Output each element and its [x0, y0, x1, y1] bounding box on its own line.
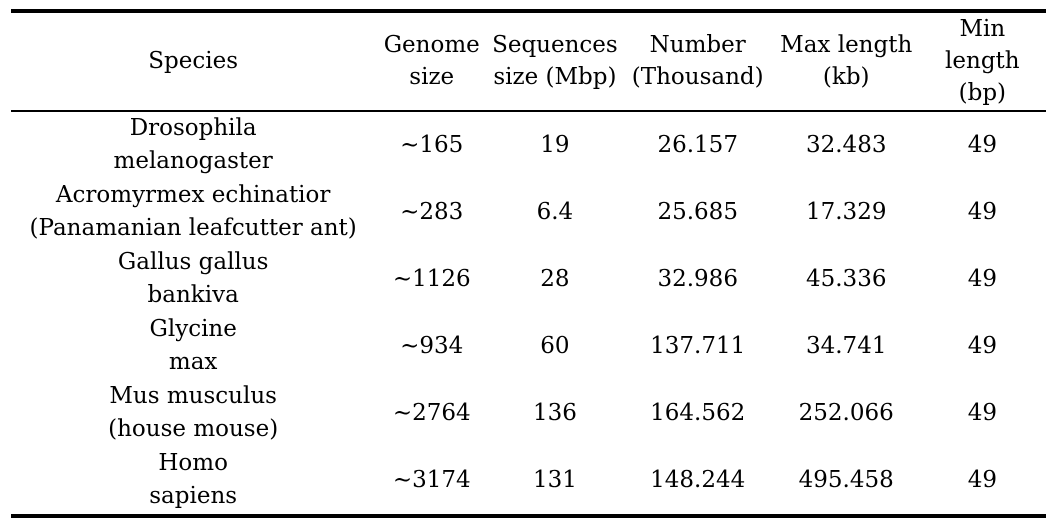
header-line: Species — [148, 48, 239, 75]
species-cell: Gallus gallus bankiva — [11, 246, 375, 313]
header-line: (kb) — [822, 64, 870, 91]
min-length-cell: 49 — [967, 131, 997, 158]
number-thousand-cell: 25.685 — [657, 198, 738, 225]
species-cell: Glycine max — [11, 313, 375, 380]
col-header-min-length: Min length (bp) — [918, 11, 1046, 112]
species-cell: Mus musculus (house mouse) — [11, 380, 375, 447]
genome-size-cell: ∼3174 — [392, 466, 471, 493]
genome-size-cell: ∼283 — [400, 198, 464, 225]
header-line: Sequences — [492, 32, 618, 59]
max-length-cell: 17.329 — [805, 198, 887, 225]
species-cell: Drosophila melanogaster — [11, 111, 375, 179]
species-cell: Acromyrmex echinatior (Panamanian leafcu… — [11, 179, 375, 246]
species-name-line: Mus musculus — [109, 383, 277, 410]
number-thousand-cell: 32.986 — [657, 265, 738, 292]
species-name-line: (Panamanian leafcutter ant) — [29, 215, 357, 242]
col-header-genome-size: Genome size — [375, 11, 489, 112]
number-thousand-cell: 164.562 — [650, 399, 746, 426]
table-header: Species Genome size Sequences size (Mbp)… — [11, 11, 1046, 112]
table-body: Drosophila melanogaster ∼165 19 26.157 3… — [11, 111, 1046, 516]
min-length-cell: 49 — [967, 265, 997, 292]
max-length-cell: 32.483 — [805, 131, 887, 158]
header-line: Max length — [780, 32, 913, 59]
species-cell: Homo sapiens — [11, 447, 375, 516]
max-length-cell: 495.458 — [798, 466, 894, 493]
species-name-line: melanogaster — [113, 148, 273, 175]
number-thousand-cell: 148.244 — [650, 466, 746, 493]
header-line: size — [409, 64, 455, 91]
header-line: Genome — [383, 32, 480, 59]
sequences-size-cell: 60 — [540, 332, 570, 359]
genome-size-cell: ∼1126 — [392, 265, 471, 292]
min-length-cell: 49 — [967, 198, 997, 225]
min-length-cell: 49 — [967, 332, 997, 359]
species-name-line: (house mouse) — [108, 416, 279, 443]
genome-size-cell: ∼165 — [400, 131, 464, 158]
number-thousand-cell: 137.711 — [650, 332, 746, 359]
header-line: Min length — [945, 16, 1020, 75]
col-header-max-length: Max length (kb) — [773, 11, 919, 112]
species-name-line: max — [168, 349, 218, 376]
max-length-cell: 252.066 — [798, 399, 894, 426]
header-line: (bp) — [958, 80, 1007, 107]
col-header-number-thousand: Number (Thousand) — [621, 11, 774, 112]
table-row-gallus: Gallus gallus bankiva ∼1126 28 32.986 45… — [11, 246, 1046, 313]
table-row-homo: Homo sapiens ∼3174 131 148.244 495.458 4… — [11, 447, 1046, 516]
number-thousand-cell: 26.157 — [657, 131, 738, 158]
genome-size-cell: ∼934 — [400, 332, 464, 359]
col-header-sequences-size: Sequences size (Mbp) — [488, 11, 622, 112]
col-header-species: Species — [11, 11, 376, 112]
species-name-line: sapiens — [149, 483, 238, 510]
max-length-cell: 45.336 — [805, 265, 887, 292]
species-name-line: bankiva — [147, 282, 239, 309]
species-name-line: Acromyrmex echinatior — [55, 182, 331, 209]
min-length-cell: 49 — [967, 466, 997, 493]
header-line: Number — [649, 32, 746, 59]
species-name-line: Drosophila — [129, 115, 257, 142]
sequences-size-cell: 136 — [532, 399, 577, 426]
table-row-glycine: Glycine max ∼934 60 137.711 34.741 49 — [11, 313, 1046, 380]
sequences-size-cell: 19 — [540, 131, 570, 158]
sequences-size-cell: 6.4 — [536, 198, 574, 225]
species-name-line: Homo — [158, 450, 228, 477]
table-row-mus: Mus musculus (house mouse) ∼2764 136 164… — [11, 380, 1046, 447]
table-row-drosophila: Drosophila melanogaster ∼165 19 26.157 3… — [11, 111, 1046, 179]
sequences-size-cell: 28 — [540, 265, 570, 292]
header-line: (Thousand) — [631, 64, 764, 91]
header-row: Species Genome size Sequences size (Mbp)… — [11, 11, 1046, 112]
table-row-acromyrmex: Acromyrmex echinatior (Panamanian leafcu… — [11, 179, 1046, 246]
max-length-cell: 34.741 — [805, 332, 887, 359]
genome-size-cell: ∼2764 — [392, 399, 471, 426]
sequences-size-cell: 131 — [532, 466, 577, 493]
species-name-line: Glycine — [149, 316, 237, 343]
min-length-cell: 49 — [967, 399, 997, 426]
species-name-line: Gallus gallus — [117, 249, 269, 276]
header-line: size (Mbp) — [493, 64, 617, 91]
genome-statistics-table: Species Genome size Sequences size (Mbp)… — [11, 9, 1046, 518]
